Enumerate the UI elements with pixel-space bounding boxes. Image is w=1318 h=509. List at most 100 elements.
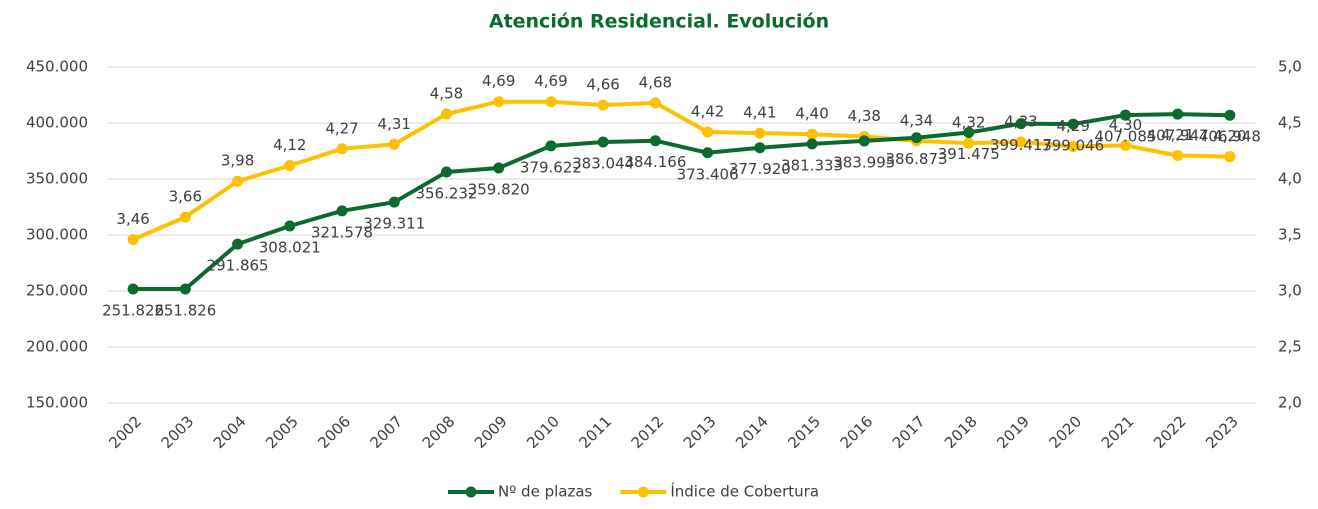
point-marker xyxy=(963,137,975,149)
point-marker xyxy=(1015,118,1027,130)
data-label: 373.406 xyxy=(677,165,739,183)
point-marker xyxy=(911,132,923,144)
point-marker xyxy=(597,99,609,111)
data-label: 4,31 xyxy=(378,115,411,133)
point-marker xyxy=(127,283,139,295)
series-line xyxy=(133,112,1230,291)
x-tick-label: 2016 xyxy=(837,412,877,452)
x-tick-label: 2004 xyxy=(210,412,250,452)
y2-tick-label: 3,5 xyxy=(1278,226,1302,244)
x-tick-label: 2010 xyxy=(523,412,563,452)
data-label: 4,66 xyxy=(586,76,619,94)
point-marker xyxy=(336,205,348,217)
point-marker xyxy=(963,127,975,139)
data-label: 4,29 xyxy=(1057,117,1090,135)
data-label: 359.820 xyxy=(468,181,530,199)
x-tick-label: 2021 xyxy=(1098,412,1138,452)
point-marker xyxy=(649,135,661,147)
data-label: 4,27 xyxy=(325,119,358,137)
x-tick-label: 2005 xyxy=(262,412,302,452)
data-label: 384.166 xyxy=(624,153,686,171)
point-marker xyxy=(440,108,452,120)
data-label: 379.622 xyxy=(520,158,582,176)
x-tick-label: 2017 xyxy=(889,412,929,452)
data-label: 308.021 xyxy=(259,239,321,257)
point-marker xyxy=(702,147,714,159)
y-tick-label: 300.000 xyxy=(26,226,88,244)
point-marker xyxy=(1172,108,1184,120)
data-label: 4,20 xyxy=(1213,127,1246,145)
data-label: 4,40 xyxy=(795,105,828,123)
data-label: 383.044 xyxy=(572,154,634,172)
x-tick-label: 2012 xyxy=(628,412,668,452)
y-tick-label: 450.000 xyxy=(26,58,88,76)
data-label: 4,32 xyxy=(952,114,985,132)
point-marker xyxy=(1224,109,1236,121)
point-marker xyxy=(232,175,244,187)
y2-tick-label: 4,0 xyxy=(1278,170,1302,188)
point-marker xyxy=(1067,118,1079,130)
x-tick-label: 2006 xyxy=(314,412,354,452)
point-marker xyxy=(1067,141,1079,153)
data-label: 4,69 xyxy=(534,72,567,90)
data-label: 4,38 xyxy=(848,107,881,125)
data-label: 4,69 xyxy=(482,72,515,90)
point-marker xyxy=(545,140,557,152)
data-label: 381.333 xyxy=(781,156,843,174)
y2-tick-label: 3,0 xyxy=(1278,282,1302,300)
point-marker xyxy=(649,97,661,109)
y-tick-label: 250.000 xyxy=(26,282,88,300)
point-marker xyxy=(336,143,348,155)
y2-tick-label: 2,0 xyxy=(1278,394,1302,412)
data-label: 4,34 xyxy=(900,111,933,129)
series-line xyxy=(132,99,1230,242)
point-marker xyxy=(388,138,400,150)
point-marker xyxy=(493,162,505,174)
x-tick-label: 2007 xyxy=(367,412,407,452)
data-label: 3,66 xyxy=(169,188,202,206)
x-tick-label: 2014 xyxy=(732,412,772,452)
data-label: 399.046 xyxy=(1042,137,1104,155)
point-marker xyxy=(597,136,609,148)
data-label: 4,33 xyxy=(1004,113,1037,131)
x-tick-label: 2011 xyxy=(575,412,615,452)
data-label: 4,41 xyxy=(743,104,776,122)
data-label: 407.947 xyxy=(1147,127,1209,145)
data-label: 406.948 xyxy=(1199,128,1261,146)
point-marker xyxy=(232,238,244,250)
point-marker xyxy=(179,283,191,295)
y-tick-label: 200.000 xyxy=(26,338,88,356)
point-marker xyxy=(440,166,452,178)
point-marker xyxy=(1172,149,1184,161)
y2-tick-label: 5,0 xyxy=(1278,58,1302,76)
x-tick-label: 2013 xyxy=(680,412,720,452)
x-tick-label: 2008 xyxy=(419,412,459,452)
legend-marker xyxy=(637,486,649,498)
data-label: 251.826 xyxy=(154,301,216,319)
data-label: 321.578 xyxy=(311,223,373,241)
point-marker xyxy=(284,160,296,172)
point-marker xyxy=(1119,109,1131,121)
point-marker xyxy=(806,128,818,140)
data-label: 356.232 xyxy=(415,185,477,203)
legend-marker xyxy=(465,486,477,498)
data-label: 4,68 xyxy=(639,73,672,91)
x-tick-label: 2003 xyxy=(158,412,198,452)
x-tick-label: 2022 xyxy=(1150,412,1190,452)
data-label: 399.417 xyxy=(990,136,1052,154)
point-marker xyxy=(754,142,766,154)
x-tick-label: 2009 xyxy=(471,412,511,452)
legend-label: Índice de Cobertura xyxy=(670,482,819,501)
point-marker xyxy=(493,96,505,108)
x-tick-label: 2002 xyxy=(105,412,145,452)
data-label: 291.865 xyxy=(207,257,269,275)
data-label: 4,58 xyxy=(430,85,463,103)
point-marker xyxy=(702,126,714,138)
point-marker xyxy=(284,220,296,232)
y2-tick-label: 2,5 xyxy=(1278,338,1302,356)
x-tick-label: 2018 xyxy=(941,412,981,452)
data-label: 3,46 xyxy=(116,210,149,228)
point-marker xyxy=(858,135,870,147)
data-label: 4,12 xyxy=(273,136,306,154)
